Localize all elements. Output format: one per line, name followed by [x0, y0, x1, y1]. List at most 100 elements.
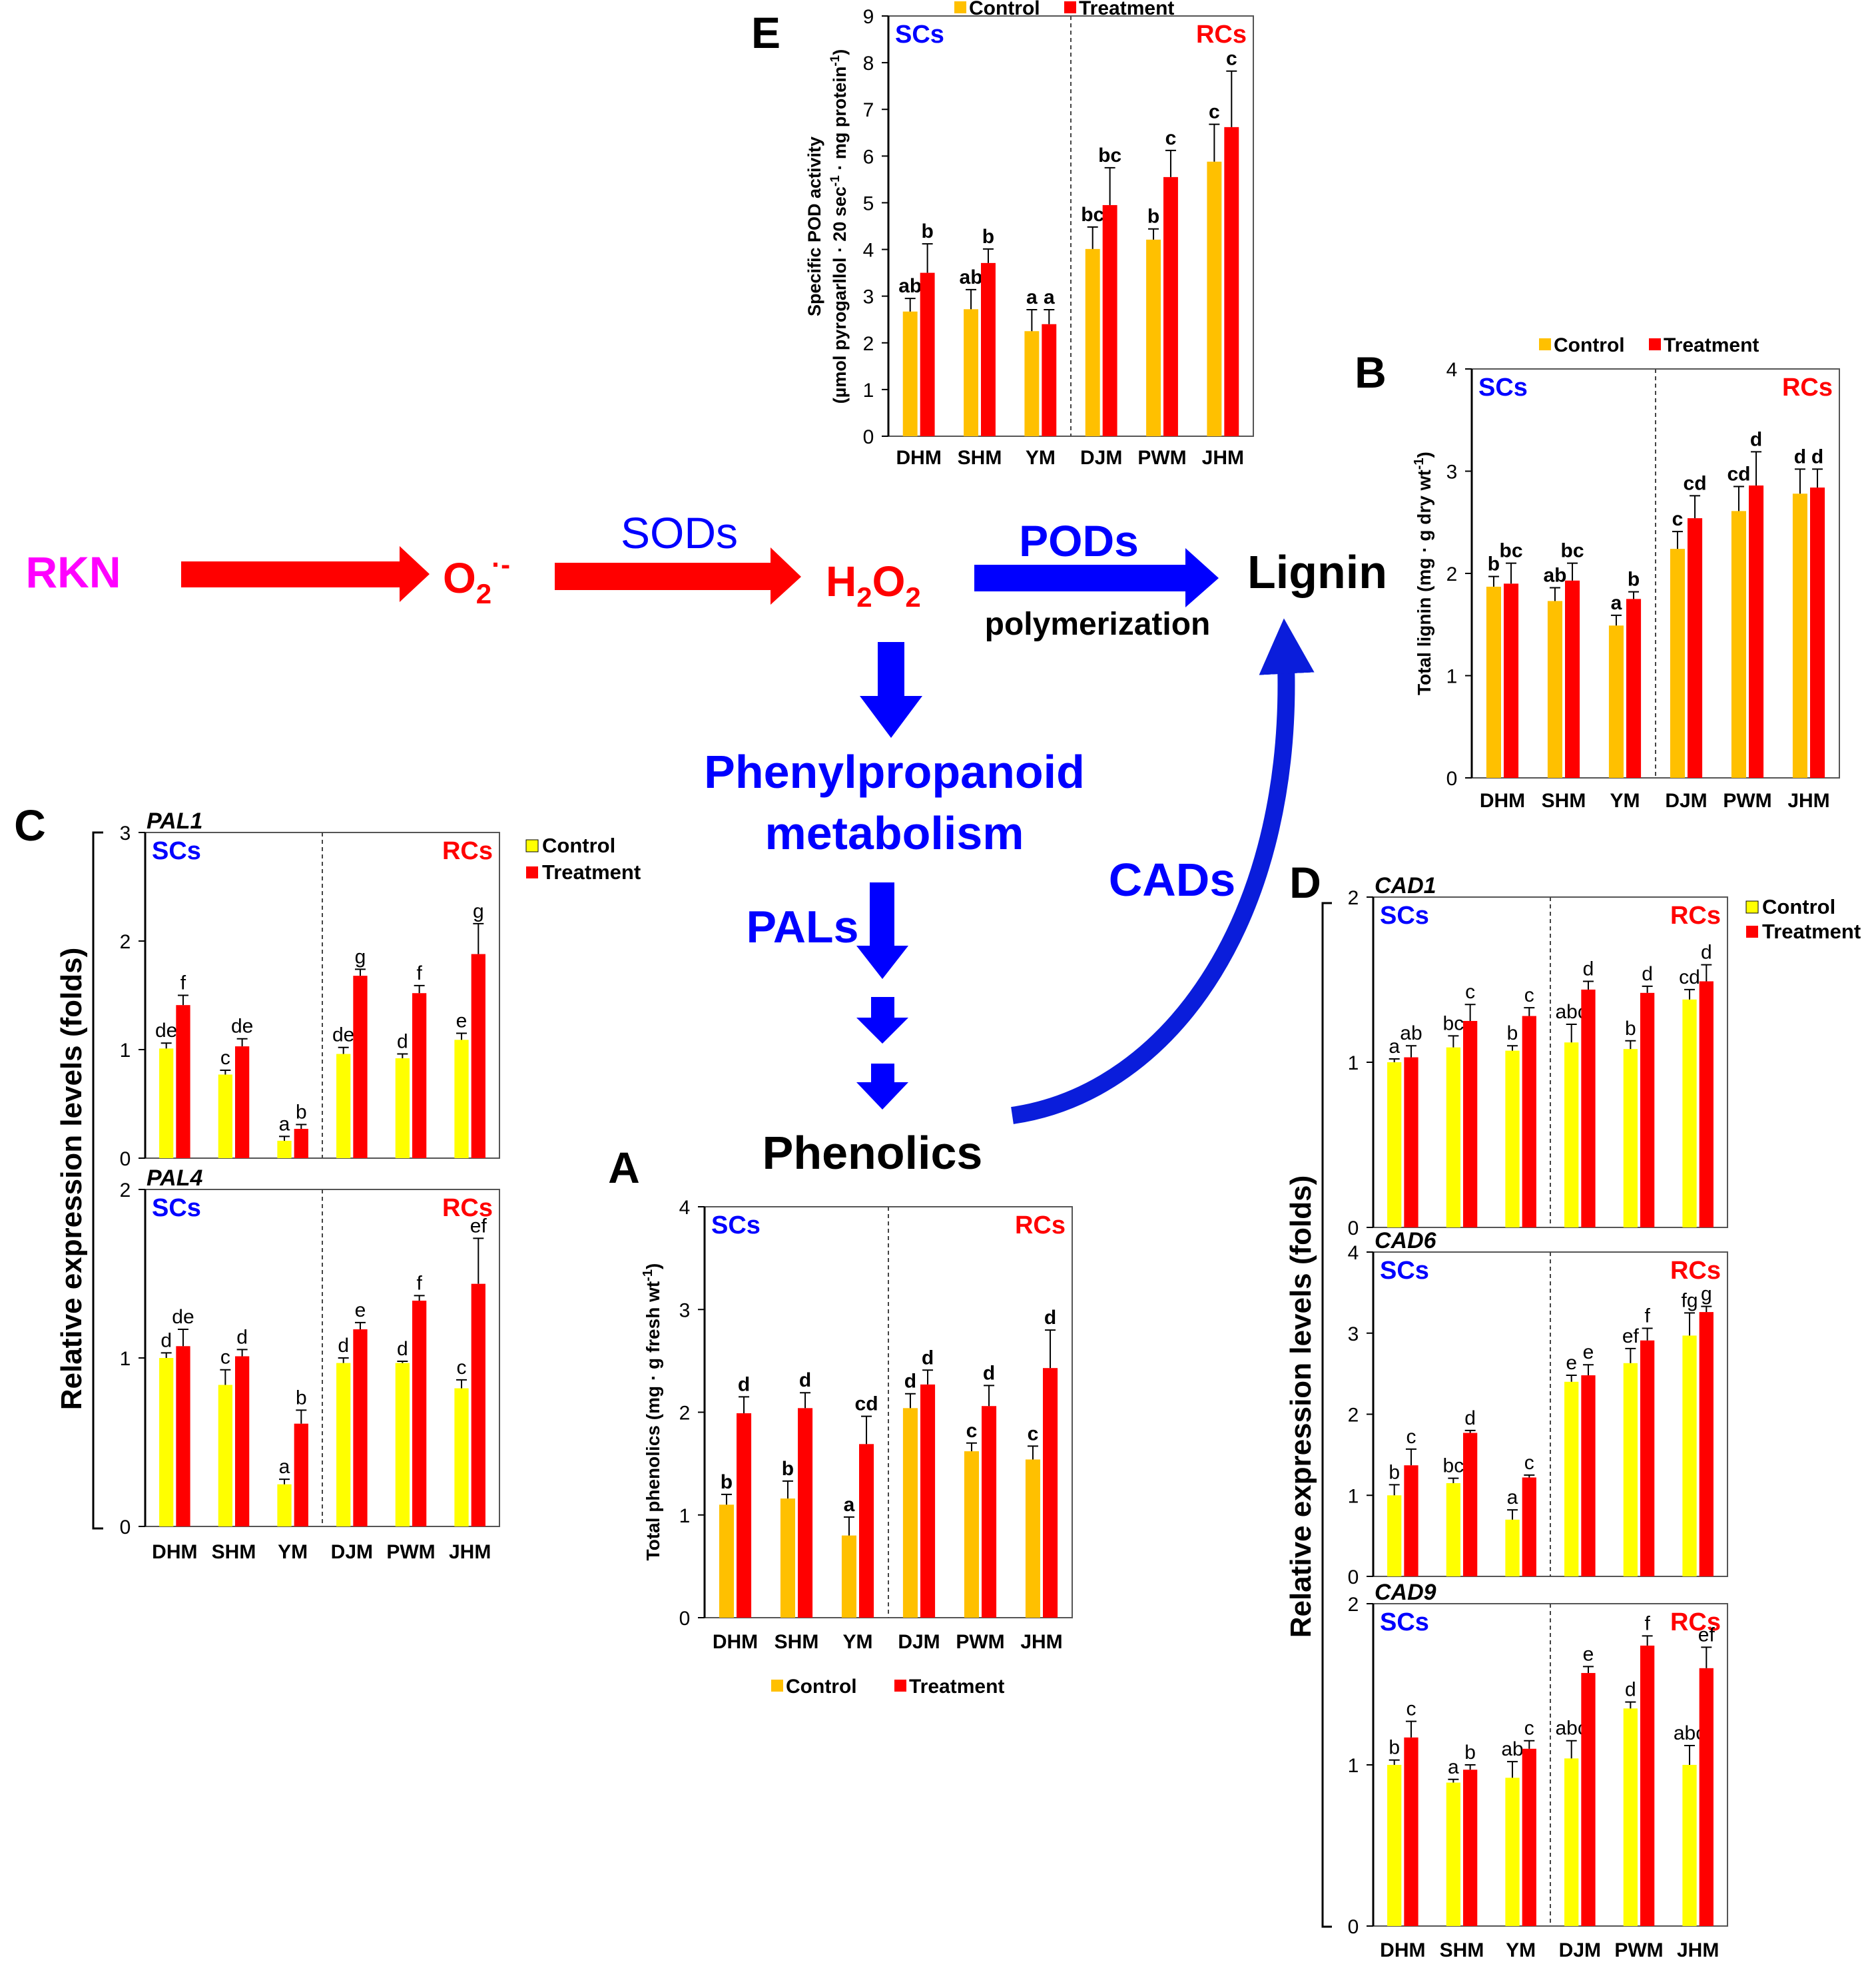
bar-control-djm: [902, 1408, 918, 1618]
y-tick-label: 2: [120, 1179, 131, 1201]
bar-control-jhm: [1682, 999, 1697, 1227]
significance-letter: b: [782, 1458, 794, 1480]
bar-treatment-jhm: [471, 1283, 485, 1526]
significance-letter: cd: [1684, 472, 1707, 494]
significance-letter: fg: [1682, 1289, 1698, 1311]
y-tick-label: 0: [1348, 1916, 1359, 1938]
bar-treatment-dhm: [920, 272, 935, 436]
y-tick-label: 9: [863, 6, 874, 28]
significance-letter: d: [1811, 446, 1823, 468]
panel-d-y-axis-label: Relative expression levels (folds): [1285, 1175, 1317, 1638]
pals-label: PALs: [747, 902, 859, 952]
bar-control-jhm: [1025, 1459, 1040, 1618]
bar-control-dhm: [1387, 1062, 1402, 1227]
bar-control-pwm: [964, 1451, 979, 1618]
significance-letter: d: [1794, 446, 1806, 468]
legend-control-swatch: [954, 1, 966, 13]
bar-treatment-pwm: [1640, 1340, 1655, 1576]
significance-letter: c: [220, 1047, 230, 1069]
bar-treatment-dhm: [1504, 583, 1519, 778]
bar-treatment-jhm: [1699, 1312, 1714, 1576]
significance-letter: b: [1389, 1461, 1400, 1483]
panel-label-b: B: [1355, 348, 1387, 397]
significance-letter: cd: [1679, 966, 1700, 988]
polymerization-label: polymerization: [985, 607, 1211, 642]
legend-control-label: Control: [1554, 334, 1625, 356]
significance-letter: de: [332, 1024, 354, 1046]
bar-treatment-pwm: [412, 993, 427, 1158]
bar-control-ym: [1505, 1778, 1520, 1926]
x-tick-label: PWM: [1614, 1939, 1663, 1961]
significance-letter: b: [296, 1101, 307, 1123]
bar-control-shm: [1547, 601, 1562, 778]
group-label-scs: SCs: [711, 1211, 761, 1239]
panel-c-legend: Control Treatment: [525, 834, 641, 884]
bar-control-shm: [1446, 1047, 1460, 1227]
y-tick-label: 2: [679, 1403, 691, 1425]
bar-control-dhm: [1387, 1495, 1402, 1576]
gene-label: PAL1: [147, 809, 202, 834]
bar-treatment-jhm: [1699, 981, 1714, 1227]
x-tick-label: JHM: [1202, 447, 1244, 469]
bar-treatment-djm: [353, 1329, 368, 1526]
bar-treatment-dhm: [1404, 1057, 1418, 1227]
bar-control-djm: [336, 1363, 351, 1526]
y-tick-label: 2: [1446, 563, 1458, 585]
pathway-diagram: RKN O2·- SODs H2O2 PODs polymerization L…: [26, 508, 1387, 1179]
o2-radical-label: O2·-: [443, 549, 510, 609]
bar-control-jhm: [454, 1040, 469, 1158]
bar-control-shm: [218, 1385, 232, 1526]
significance-letter: b: [982, 226, 994, 248]
legend-control-label: Control: [542, 834, 615, 857]
significance-letter: a: [844, 1494, 855, 1516]
bar-treatment-pwm: [982, 1406, 997, 1618]
significance-letter: bc: [1443, 1012, 1464, 1034]
significance-letter: bc: [1500, 540, 1523, 562]
bar-treatment-jhm: [1810, 488, 1825, 778]
significance-letter: c: [1226, 48, 1237, 70]
arrow-pal-step-2: [856, 997, 908, 1044]
bar-treatment-dhm: [176, 1005, 190, 1158]
y-tick-label: 3: [1348, 1323, 1359, 1345]
significance-letter: f: [416, 962, 422, 984]
bar-treatment-dhm: [1404, 1465, 1418, 1576]
y-tick-label: 0: [1348, 1217, 1359, 1239]
legend-treatment-swatch: [526, 866, 538, 878]
bar-treatment-djm: [1581, 1375, 1596, 1576]
bar-treatment-pwm: [412, 1300, 427, 1526]
bar-control-ym: [277, 1484, 292, 1526]
legend-treatment-swatch: [1064, 1, 1076, 13]
arrow-h2o2-to-phenylpropanoid: [860, 642, 922, 738]
bar-control-ym: [277, 1140, 292, 1158]
arrow-pal-step-1: [856, 882, 908, 979]
group-label-rcs: RCs: [1782, 374, 1833, 402]
x-tick-label: PWM: [1723, 790, 1771, 812]
significance-letter: a: [1389, 1036, 1400, 1058]
x-tick-label: DJM: [331, 1541, 373, 1563]
significance-letter: e: [456, 1010, 468, 1032]
significance-letter: ab: [898, 275, 922, 297]
significance-letter: e: [1583, 1341, 1594, 1363]
bar-treatment-jhm: [1043, 1368, 1058, 1618]
bar-treatment-pwm: [1163, 176, 1178, 436]
bar-control-shm: [218, 1074, 232, 1158]
significance-letter: b: [296, 1387, 307, 1409]
significance-letter: ab: [1501, 1738, 1523, 1760]
legend-treatment-label: Treatment: [1762, 920, 1861, 943]
y-tick-label: 2: [1348, 1594, 1359, 1616]
y-tick-label: 2: [120, 931, 131, 953]
significance-letter: f: [180, 972, 186, 994]
arrow-rkn-to-o2: [181, 546, 430, 602]
x-tick-label: DJM: [898, 1631, 940, 1653]
group-label-rcs: RCs: [1670, 1608, 1721, 1636]
significance-letter: ab: [1543, 564, 1566, 586]
plot-frame: [888, 15, 1254, 437]
significance-letter: f: [416, 1272, 422, 1294]
significance-letter: c: [1524, 984, 1534, 1006]
y-tick-label: 4: [679, 1197, 691, 1219]
bar-treatment-shm: [1463, 1021, 1478, 1227]
bar-treatment-djm: [1581, 989, 1596, 1227]
bar-control-pwm: [1623, 1049, 1638, 1227]
